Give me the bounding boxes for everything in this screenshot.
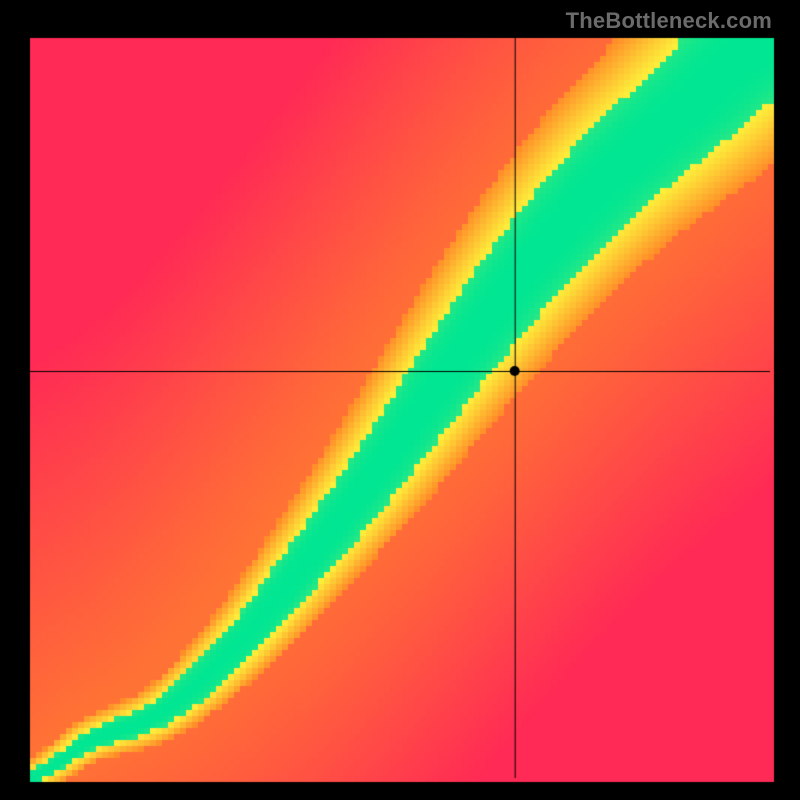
bottleneck-heatmap	[0, 0, 800, 800]
chart-container: TheBottleneck.com	[0, 0, 800, 800]
watermark-text: TheBottleneck.com	[566, 8, 772, 34]
